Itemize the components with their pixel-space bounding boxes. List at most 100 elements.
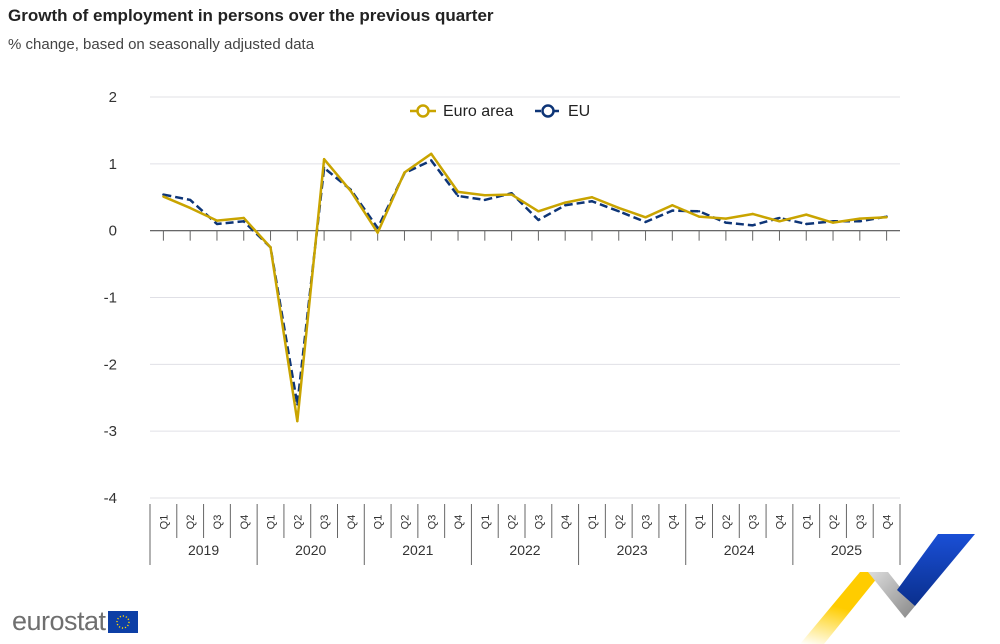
data-point: [563, 204, 567, 207]
x-tick-label-quarter: Q4: [453, 515, 465, 530]
data-point: [885, 216, 888, 219]
data-point: [697, 215, 701, 218]
data-point: [376, 231, 379, 234]
data-point: [644, 220, 647, 224]
data-point: [751, 224, 754, 227]
data-point: [617, 210, 620, 213]
data-point: [322, 157, 326, 161]
x-tick-label-quarter: Q1: [480, 515, 492, 530]
chart-subtitle: % change, based on seasonally adjusted d…: [8, 36, 315, 53]
x-tick-label-quarter: Q3: [426, 515, 438, 530]
data-point: [269, 246, 272, 249]
data-point: [778, 216, 781, 220]
x-tick-label-quarter: Q4: [667, 515, 679, 530]
data-point: [430, 159, 433, 162]
data-point: [430, 152, 433, 156]
legend-label: Euro area: [443, 103, 513, 120]
x-tick-label-quarter: Q1: [373, 515, 385, 530]
x-tick-label-quarter: Q4: [560, 515, 572, 530]
x-tick-label-year: 2019: [188, 542, 219, 558]
data-point: [483, 198, 487, 202]
data-point: [162, 195, 165, 198]
y-tick-label: -3: [104, 423, 117, 440]
y-tick-label: 2: [109, 89, 117, 106]
x-tick-label-quarter: Q2: [507, 515, 519, 530]
x-tick-label-quarter: Q2: [292, 515, 304, 530]
data-point: [858, 220, 862, 223]
data-point: [349, 190, 353, 193]
y-tick-label: -1: [104, 290, 117, 307]
x-tick-label-quarter: Q3: [748, 515, 760, 530]
x-tick-label-year: 2021: [402, 542, 433, 558]
x-tick-label-year: 2024: [724, 542, 755, 558]
x-tick-label-quarter: Q2: [828, 515, 840, 530]
y-tick-label: -4: [104, 490, 117, 507]
data-point: [296, 419, 299, 423]
legend-label: EU: [568, 103, 590, 120]
x-tick-label-year: 2023: [617, 542, 648, 558]
x-tick-label-quarter: Q4: [346, 515, 358, 530]
data-point: [188, 198, 192, 202]
data-point: [590, 196, 594, 199]
y-tick-label: 1: [109, 156, 117, 173]
x-tick-label-quarter: Q3: [212, 515, 224, 530]
data-point: [215, 219, 219, 222]
data-point: [563, 201, 567, 204]
x-tick-label-quarter: Q3: [533, 515, 545, 530]
y-tick-label: 0: [109, 223, 117, 240]
x-tick-label-quarter: Q1: [801, 515, 813, 530]
eurostat-ribbon-decoration: [800, 534, 975, 644]
data-point: [724, 217, 728, 220]
data-point: [188, 206, 192, 210]
data-point: [590, 200, 594, 203]
data-point: [697, 210, 701, 213]
x-tick-label-quarter: Q2: [614, 515, 626, 530]
series-line-euro-area: [162, 152, 887, 423]
legend-marker-0: [416, 104, 430, 118]
x-tick-label-quarter: Q2: [185, 515, 197, 530]
data-point: [671, 209, 674, 212]
x-tick-label-quarter: Q3: [319, 515, 331, 530]
x-tick-label-quarter: Q1: [158, 515, 170, 530]
data-point: [858, 217, 862, 220]
data-point: [805, 222, 808, 226]
data-point: [751, 212, 754, 216]
data-point: [242, 220, 245, 223]
x-tick-label-quarter: Q1: [694, 515, 706, 530]
data-point: [403, 171, 406, 174]
x-tick-label-quarter: Q2: [721, 515, 733, 530]
x-tick-label-quarter: Q3: [641, 515, 653, 530]
x-tick-label-quarter: Q2: [399, 515, 411, 530]
x-tick-label-quarter: Q1: [266, 515, 278, 530]
x-tick-label-quarter: Q4: [239, 515, 251, 530]
x-tick-label-quarter: Q4: [882, 515, 894, 530]
legend-marker-1: [541, 104, 555, 118]
data-point: [242, 216, 245, 220]
data-point: [537, 210, 540, 213]
data-point: [456, 190, 460, 194]
data-point: [671, 204, 674, 207]
x-tick-label-quarter: Q1: [587, 515, 599, 530]
eu-flag-icon: [107, 610, 138, 633]
series-line-eu: [163, 159, 887, 406]
x-tick-label-quarter: Q4: [774, 515, 786, 530]
chart-title: Growth of employment in persons over the…: [8, 6, 494, 25]
x-tick-label-year: 2022: [509, 542, 540, 558]
data-point: [456, 194, 460, 198]
eurostat-logo: eurostat: [12, 606, 138, 637]
data-point: [510, 193, 513, 196]
data-point: [724, 221, 728, 224]
data-point: [483, 194, 487, 197]
logo-text: eurostat: [12, 606, 106, 636]
line-chart: 2 1 0 -1 -2 -3 -4 Q1 Q2 Q3 Q4 Q1 Q2 Q3 Q4 Q1 Q2 Q3 Q4 Q1 Q2 Q…: [104, 89, 901, 565]
data-point: [778, 220, 781, 223]
x-tick-label-quarter: Q3: [855, 515, 867, 530]
data-point: [805, 213, 808, 216]
y-tick-label: -2: [104, 356, 117, 373]
data-point: [215, 222, 219, 226]
data-point: [162, 193, 165, 196]
x-tick-label-year: 2025: [831, 542, 862, 558]
data-point: [644, 216, 647, 219]
data-point: [831, 221, 835, 224]
x-tick-label-year: 2020: [295, 542, 326, 558]
